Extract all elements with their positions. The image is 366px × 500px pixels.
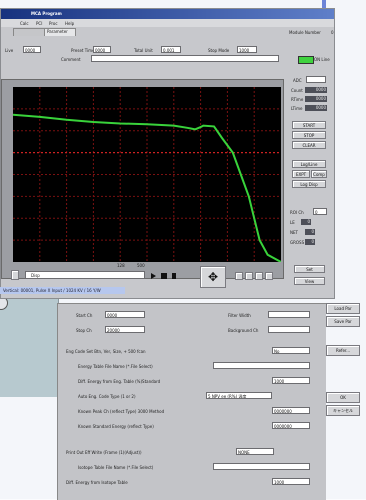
load-par-button[interactable]: Load Par	[326, 303, 360, 314]
disp-dropdown[interactable]	[25, 271, 145, 279]
disp-dropdown-label: Disp	[31, 273, 40, 278]
comp-button[interactable]: Comp	[311, 170, 327, 178]
roi-le-label: LE	[290, 220, 295, 225]
known-peak-field[interactable]: 0000000	[272, 407, 310, 414]
stop-mode-label: Stop Mode	[208, 48, 230, 53]
stop-ch-field[interactable]: 20000	[105, 326, 145, 333]
energy-table-label: Energy Table File Name (*.File Select)	[78, 364, 153, 369]
backdrop-window	[0, 285, 59, 397]
roi-net-value: 0	[305, 229, 315, 235]
menu-bar	[1, 19, 334, 27]
background-ch-field[interactable]	[268, 326, 310, 333]
start-ch-field[interactable]: 0000	[105, 311, 145, 318]
ltime-label: LTime	[291, 106, 303, 111]
filter-width-label: Filter Width	[228, 313, 251, 318]
known-standard-label: Known Standard Energy (reflect Type)	[78, 424, 154, 429]
rtime-value: 0000	[305, 96, 327, 102]
diff-isotope-field[interactable]: 1000	[272, 478, 310, 485]
spectrum-series-line	[13, 113, 281, 262]
crosshair-button[interactable]: ✥	[200, 266, 226, 288]
total-unit-field[interactable]: 0.001	[161, 46, 181, 53]
auto-eng-select[interactable]: 5 NPV ee (R%) 温度	[206, 392, 272, 399]
set-button[interactable]: Set	[294, 265, 325, 273]
known-standard-field[interactable]: 0000000	[272, 422, 310, 429]
ltime-value: 0000	[305, 105, 327, 111]
live-label: Live	[5, 48, 14, 53]
start-ch-label: Start Ch	[76, 313, 93, 318]
stop-ch-label: Stop Ch	[76, 328, 92, 333]
log-disp-button[interactable]: Log Disp	[292, 180, 326, 188]
roi-ch-label: ROI Ch	[290, 210, 304, 215]
eng-code-select[interactable]: No	[272, 347, 310, 354]
preset-time-label: Preset Time	[71, 48, 95, 53]
roi-gross-value: 0	[305, 239, 315, 245]
save-par-button[interactable]: Save Par	[326, 316, 360, 327]
x-tick-500: 500	[137, 263, 145, 268]
stop-button[interactable]: STOP	[292, 131, 326, 139]
energy-table-field[interactable]	[213, 362, 310, 369]
eng-code-label: Eng Code Set Btn, Ver, Size, + 500 fcan	[66, 349, 146, 354]
window-title: MCA Program	[31, 11, 62, 16]
nav-up-button[interactable]	[245, 272, 253, 280]
total-unit-label: Total Unit	[134, 48, 153, 53]
mca-window: MCA Program Calc PCI Proc Help Parameter…	[0, 8, 335, 299]
clear-button[interactable]: CLEAR	[292, 141, 326, 149]
play-icon[interactable]	[151, 273, 156, 279]
diff-isotope-label: Diff. Energy from Isotope Table	[66, 480, 128, 485]
print-out-label: Print Out Eff Write (Frame (1)(Adjust))	[66, 450, 142, 455]
log-line-button[interactable]: Log/Line	[292, 160, 326, 168]
live-field[interactable]: 0000	[23, 46, 41, 53]
pause-icon[interactable]	[172, 273, 176, 279]
stop-icon[interactable]	[161, 273, 167, 279]
refer-button[interactable]: Refer...	[326, 345, 360, 356]
start-button[interactable]: START	[292, 121, 326, 129]
tab-main[interactable]	[13, 28, 45, 36]
count-value: 0000	[305, 87, 327, 93]
roi-gross-label: GROSS	[290, 240, 305, 245]
comment-label: Comment	[61, 57, 81, 62]
comment-field[interactable]	[91, 55, 279, 62]
menu-pci[interactable]: PCI	[36, 21, 43, 26]
auto-eng-label: Auto Eng. Code Type (1 or 2)	[78, 394, 136, 399]
adc-label: ADC	[293, 78, 302, 83]
filter-width-field[interactable]	[268, 311, 310, 318]
tab-parameter-label: Parameter	[47, 29, 68, 34]
online-led	[298, 56, 314, 64]
isotope-table-label: Isotope Table File Name (*.File Select)	[78, 465, 154, 470]
spectrum-chart[interactable]	[13, 87, 281, 262]
expt-button[interactable]: EXPT	[292, 170, 310, 178]
background-ch-label: Background Ch	[228, 328, 259, 333]
diff-energy-label: Diff. Energy from Eng. Table (%)Standard	[78, 379, 161, 384]
isotope-table-field[interactable]	[213, 463, 310, 470]
nav-left-button[interactable]	[235, 272, 243, 280]
view-button[interactable]: View	[294, 277, 325, 285]
tab-parameter[interactable]	[44, 28, 76, 36]
status-strip	[0, 287, 125, 294]
adc-field[interactable]	[306, 76, 326, 83]
print-out-select[interactable]: NONE	[236, 448, 274, 455]
diff-energy-field[interactable]: 1000	[272, 377, 310, 384]
scroll-left-button[interactable]	[11, 270, 19, 280]
roi-ch-field[interactable]: 0	[313, 208, 327, 215]
count-label: Count	[291, 88, 303, 93]
ok-button[interactable]: OK	[326, 392, 360, 403]
known-peak-label: Known Peak Ch (reflect Type) 3000 Method	[78, 409, 165, 414]
cancel-button[interactable]: キャンセル	[326, 405, 360, 416]
nav-down-button[interactable]	[255, 272, 263, 280]
online-label: ON Line	[314, 57, 330, 62]
stop-mode-field[interactable]: 1000	[237, 46, 257, 53]
menu-proc[interactable]: Proc	[49, 21, 58, 26]
x-tick-128: 128	[117, 263, 125, 268]
menu-help[interactable]: Help	[65, 21, 75, 26]
rtime-label: RTime	[291, 97, 304, 102]
nav-right-button[interactable]	[265, 272, 273, 280]
status-strip-text: Vertical: 00001, Pulse X Input / 1024 KV…	[3, 288, 101, 293]
menu-calc[interactable]: Calc	[20, 21, 29, 26]
title-bar	[1, 9, 334, 19]
module-number-value: 0	[331, 30, 334, 35]
roi-le-value: 0	[301, 219, 311, 225]
module-number-label: Module Number	[289, 30, 321, 35]
preset-time-field[interactable]: 0000	[93, 46, 111, 53]
roi-net-label: NET	[290, 230, 298, 235]
